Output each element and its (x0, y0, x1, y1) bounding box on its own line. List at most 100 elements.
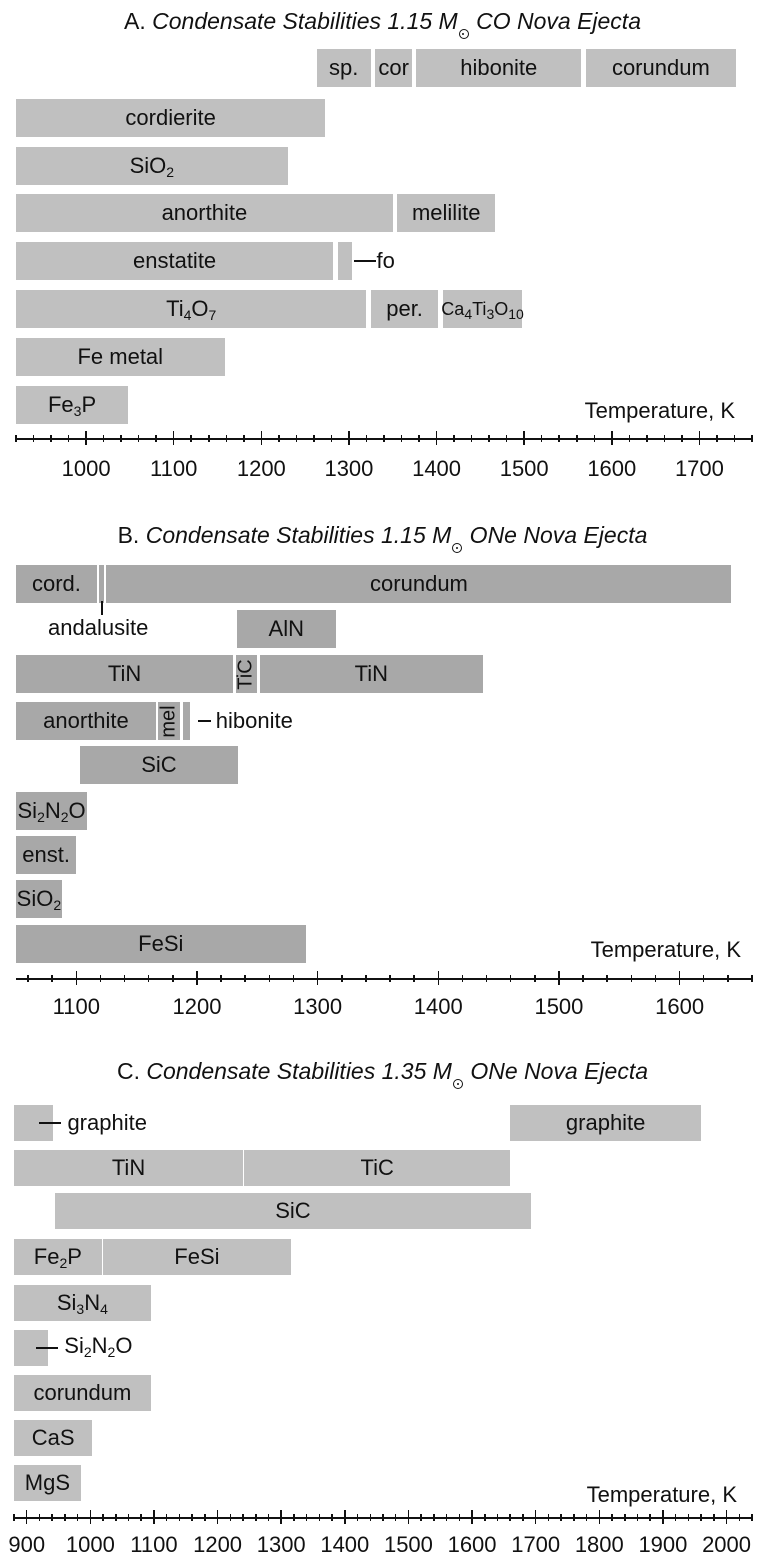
bar-sio-1-7-0: SiO2 (16, 880, 62, 918)
tick-label-900: 900 (8, 1532, 46, 1557)
annotation-andalusite: andalusite (48, 615, 149, 640)
tick-label-1100: 1100 (130, 1532, 178, 1557)
bar-fe-metal-0-6-0: Fe metal (16, 338, 225, 376)
minor-tick (365, 434, 368, 442)
bar-cor-0-0-1: cor (375, 49, 413, 87)
major-tick (85, 431, 87, 445)
minor-tick (147, 974, 150, 982)
minor-tick (369, 1513, 372, 1521)
minor-tick (394, 1513, 397, 1521)
bar-corundum-1-0-2: corundum (106, 565, 732, 603)
bar-mgs-2-8-0: MgS (14, 1465, 81, 1501)
major-tick (172, 431, 175, 445)
minor-tick (534, 974, 536, 982)
bar-tin-1-2-0: TiN (16, 655, 234, 693)
minor-tick (313, 434, 315, 442)
bar-mel-1-3-1: mel (158, 702, 181, 740)
minor-tick (509, 974, 512, 982)
minor-tick (268, 974, 271, 982)
tick-label-1200: 1200 (193, 1532, 243, 1557)
minor-tick (229, 1513, 232, 1521)
major-tick (435, 431, 438, 445)
major-tick (725, 1510, 728, 1524)
minor-tick (120, 434, 122, 442)
tick-label-1500: 1500 (383, 1532, 433, 1557)
minor-tick (751, 434, 753, 442)
minor-tick (663, 434, 666, 442)
tick-label-1800: 1800 (574, 1532, 624, 1557)
minor-tick (330, 434, 333, 442)
minor-tick (573, 1513, 575, 1521)
minor-tick (51, 1513, 53, 1521)
bar-unlabeled-1-0-1 (99, 565, 105, 603)
minor-tick (751, 974, 753, 982)
bar-fesi-2-3-1: FeSi (103, 1239, 291, 1275)
bar-sic-1-4-0: SiC (79, 746, 238, 784)
major-tick (611, 431, 613, 445)
bar-corundum-2-6-0: corundum (14, 1375, 151, 1411)
bar-enst--1-6-0: enst. (16, 836, 77, 874)
major-tick (260, 431, 263, 445)
bar-tin-1-2-2: TiN (259, 655, 483, 693)
bar-sic-2-2-0: SiC (55, 1193, 531, 1229)
minor-tick (27, 974, 29, 982)
minor-tick (51, 974, 53, 982)
minor-tick (624, 1513, 626, 1521)
major-tick (662, 1510, 664, 1524)
minor-tick (115, 1513, 117, 1521)
fo-leader-line (354, 260, 377, 262)
panel-b: B. Condensate Stabilities 1.15 M ONe Nov… (0, 522, 765, 1019)
graphite-leader-line (39, 1122, 62, 1124)
minor-tick (32, 434, 35, 442)
minor-tick (582, 974, 584, 982)
minor-tick (389, 974, 391, 982)
minor-tick (433, 1513, 435, 1521)
bar-anorthite-0-3-0: anorthite (16, 194, 393, 232)
minor-tick (420, 1513, 422, 1521)
major-tick (534, 1510, 537, 1524)
minor-tick (278, 434, 280, 442)
tick-label-2000: 2000 (702, 1532, 752, 1557)
annotation-hibonite: hibonite (215, 708, 293, 733)
minor-tick (646, 434, 648, 442)
solar-mass-icon (458, 29, 469, 39)
minor-tick (15, 434, 17, 442)
panel-b-title: B. Condensate Stabilities 1.15 M ONe Nov… (0, 522, 765, 553)
minor-tick (267, 1513, 270, 1521)
bar-cordierite-0-1-0: cordierite (16, 99, 326, 137)
minor-tick (649, 1513, 651, 1521)
minor-tick (13, 1513, 15, 1521)
minor-tick (341, 974, 343, 982)
si2n2o-leader-line (36, 1347, 59, 1349)
minor-tick (413, 974, 415, 982)
tick-label-1200: 1200 (172, 994, 222, 1019)
minor-tick (485, 974, 488, 982)
major-tick (280, 1510, 282, 1524)
minor-tick (687, 1513, 690, 1521)
bar-graphite-2-0-1: graphite (510, 1105, 702, 1141)
bar-tic-2-1-1: TiC (244, 1150, 511, 1186)
minor-tick (178, 1513, 181, 1521)
solar-mass-icon (452, 543, 463, 553)
major-tick (558, 971, 560, 985)
minor-tick (700, 1513, 702, 1521)
bar-corundum-0-0-3: corundum (585, 49, 737, 87)
minor-tick (102, 434, 105, 442)
x-axis-line (16, 978, 752, 980)
minor-tick (242, 1513, 244, 1521)
minor-tick (560, 1513, 562, 1521)
andalusite-leader-line (100, 601, 103, 615)
minor-tick (225, 434, 228, 442)
minor-tick (488, 434, 490, 442)
minor-tick (445, 1513, 448, 1521)
minor-tick (593, 434, 596, 442)
minor-tick (716, 434, 718, 442)
minor-tick (137, 434, 140, 442)
major-tick (25, 1510, 28, 1524)
minor-tick (140, 1513, 142, 1521)
annotation-si2n2o: Si2N2O (64, 1333, 133, 1360)
bar-sio-0-2-0: SiO2 (16, 147, 288, 185)
minor-tick (681, 434, 683, 442)
tick-label-1400: 1400 (413, 994, 463, 1019)
